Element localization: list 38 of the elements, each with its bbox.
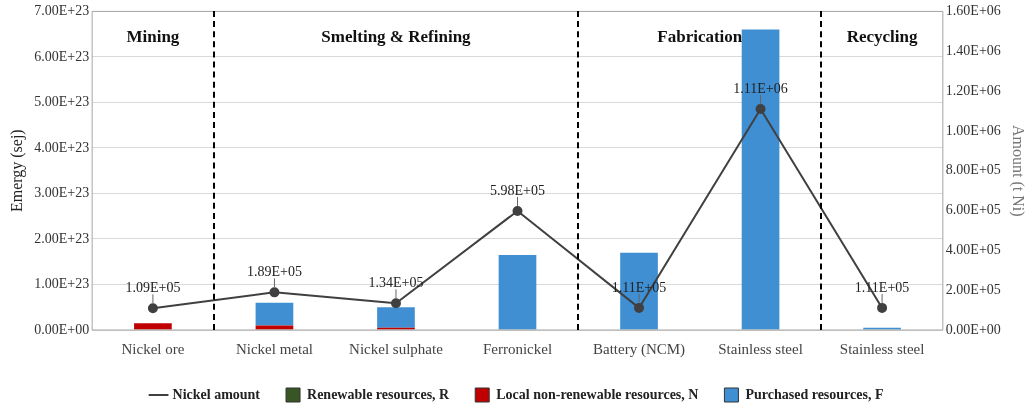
- y2-tick-label: 8.00E+05: [945, 162, 1001, 178]
- annotation: Smelting & Refining: [321, 26, 472, 46]
- y2-tick-label: 6.00E+05: [945, 202, 1001, 218]
- y2-tick-label: 2.00E+05: [945, 281, 1001, 297]
- legend-label: Local non-renewable resources, N: [496, 386, 699, 402]
- y2-tick-label: 1.20E+06: [945, 82, 1001, 98]
- y-tick-label: 7.00E+23: [34, 3, 90, 19]
- x-tick-label: Stainless steel: [839, 340, 925, 357]
- x-tick-label: Ferronickel: [482, 340, 553, 357]
- legend-label: Nickel amount: [172, 386, 261, 402]
- y2-tick-label: 1.40E+06: [945, 42, 1001, 58]
- y2-tick-label: 1.00E+06: [945, 122, 1001, 138]
- y-tick-label: 6.00E+23: [34, 48, 90, 64]
- y2-axis-title: Amount (t Ni): [1009, 124, 1028, 217]
- data-label: 1.09E+05: [125, 279, 181, 295]
- y2-tick-label: 4.00E+05: [945, 242, 1001, 258]
- y-tick-label: 0.00E+00: [34, 321, 90, 337]
- legend-label: Purchased resources, F: [745, 386, 884, 402]
- legend-label: Renewable resources, R: [307, 386, 451, 402]
- x-tick-label: Nickel metal: [235, 340, 313, 357]
- y2-tick-label: 1.60E+06: [945, 3, 1001, 19]
- y-tick-label: 5.00E+23: [34, 94, 90, 110]
- y-tick-label: 3.00E+23: [34, 185, 90, 201]
- x-tick-label: Nickel ore: [121, 340, 185, 357]
- y-axis-title: Emergy (sej): [7, 129, 26, 213]
- y-tick-label: 2.00E+23: [34, 230, 90, 246]
- x-tick-label: Nickel sulphate: [349, 340, 444, 357]
- data-label: 1.34E+05: [368, 274, 424, 290]
- x-tick-label: Stainless steel: [718, 340, 803, 357]
- y2-tick-label: 0.00E+00: [945, 321, 1001, 337]
- x-tick-label: Battery (NCM): [592, 340, 686, 358]
- annotation: Recycling: [846, 26, 918, 46]
- data-label: 1.89E+05: [246, 264, 302, 280]
- y-tick-label: 1.00E+23: [34, 276, 90, 292]
- y-tick-label: 4.00E+23: [34, 139, 90, 155]
- annotation: Mining: [126, 26, 180, 46]
- data-label: 5.98E+05: [490, 182, 545, 198]
- annotation: Fabrication: [657, 26, 743, 46]
